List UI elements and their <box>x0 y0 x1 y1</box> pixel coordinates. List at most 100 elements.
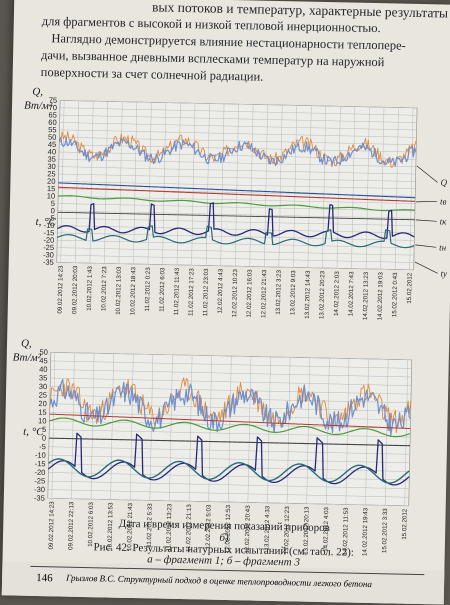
page-number: 146 <box>36 572 53 585</box>
x-tick-label: 11.02.2012 17:23 <box>188 268 196 316</box>
y-tick-label: 30 <box>39 382 48 391</box>
series-t-inner-red <box>58 186 416 202</box>
grid-line <box>380 107 385 270</box>
grid-line <box>220 103 225 266</box>
x-tick-label: 10.02.2012 21:43 <box>126 502 134 551</box>
y-tick-label: 5 <box>51 199 55 208</box>
y-tick-label: 25 <box>47 169 56 178</box>
x-tick-label: 11.02.2012 11:43 <box>173 267 181 315</box>
series-zero <box>57 211 415 221</box>
x-tick-label: 13.02.2012 20:23 <box>318 270 326 319</box>
y-tick-label: 0 <box>42 433 46 442</box>
y-tick-label: 0 <box>51 206 55 215</box>
x-tick-label: 12.02.2012 4:43 <box>217 268 225 313</box>
grid-line <box>306 357 311 504</box>
grid-line <box>129 354 134 500</box>
grid-line <box>409 107 414 270</box>
grid-line <box>71 352 75 499</box>
y-tick-label: 10 <box>47 191 56 200</box>
curve-leader <box>415 244 437 248</box>
x-tick-label: 14.02.2012 19:43 <box>361 507 369 556</box>
y-tick-label: -25 <box>34 476 45 485</box>
grid-line <box>234 104 239 267</box>
grid-line <box>322 105 327 268</box>
x-tick-label: 13.02.2012 4:33 <box>263 505 271 550</box>
x-tick-label: 11.02.2012 5:33 <box>146 503 154 548</box>
x-tick-label: 15.02.2012 3:33 <box>381 508 389 553</box>
x-tick-label: 12.02.2012 16:03 <box>246 269 254 318</box>
x-tick-label: 10.02.2012 1:43 <box>86 265 94 310</box>
curve-leader <box>416 200 438 203</box>
x-tick-label: 14.02.2012 11:53 <box>342 507 350 555</box>
grid-line <box>247 356 252 503</box>
y-tick-label: -10 <box>44 221 55 230</box>
x-tick-label: 14.02.2012 13:23 <box>362 271 370 320</box>
x-tick-label: 10.02.2012 6:03 <box>87 502 95 547</box>
grid-line <box>228 356 232 503</box>
grid-line <box>345 358 350 505</box>
chart-a: 757065605550454035302520151050-5-10-15-2… <box>43 96 448 321</box>
x-tick-label: 11.02.2012 23:03 <box>202 268 210 316</box>
x-tick-label: 10.02.2012 18:43 <box>129 266 137 315</box>
curve-label: tв <box>440 196 447 206</box>
y-tick-label: 10 <box>38 416 47 425</box>
y-tick-label: 35 <box>39 373 48 382</box>
y-tick-label: -10 <box>35 451 46 460</box>
series-t-outer <box>57 202 415 239</box>
x-tick-label: 13.02.2012 9:03 <box>289 270 297 315</box>
y-tick-label: 75 <box>49 96 58 105</box>
running-title: Грызлов В.С. Структурный подход в оценке… <box>66 572 373 590</box>
curve-label: tк <box>440 216 448 226</box>
grid-line <box>267 356 271 503</box>
grid-line <box>191 103 196 266</box>
grid-line <box>205 103 210 266</box>
y-tick-label: 65 <box>48 110 57 119</box>
y-tick-label: -20 <box>43 236 54 245</box>
curve-leader <box>414 261 438 274</box>
series-zero <box>49 437 410 447</box>
x-tick-label: 11.02.2012 6:03 <box>159 267 167 312</box>
x-tick-label: 15.02.2012 0:43 <box>391 272 399 317</box>
y-tick-label: 20 <box>47 177 56 186</box>
x-tick-label: 10.02.2012 13:53 <box>107 502 115 551</box>
x-tick-label: 09.02.2012 14:23 <box>48 501 56 550</box>
curve-label: Q <box>440 177 447 187</box>
series-t-green <box>58 195 415 212</box>
x-tick-label: 14.02.2012 7:43 <box>348 271 356 316</box>
grid-line <box>104 101 109 264</box>
series-t-surface <box>48 458 410 484</box>
x-tick-label: 11.02.2012 21:13 <box>185 504 193 552</box>
y-tick-label: -15 <box>43 228 54 237</box>
y-tick-label: 40 <box>39 365 48 374</box>
x-tick-label: 10.02.2012 7:23 <box>100 266 108 311</box>
y-tick-label: -35 <box>34 493 45 502</box>
grid-line <box>404 359 409 506</box>
x-tick-label: 13.02.2012 20:13 <box>303 506 311 555</box>
curve-label: tн <box>439 242 447 252</box>
x-tick-label: 09.02.2012 14:23 <box>57 265 65 314</box>
y-tick-label: -20 <box>34 468 45 477</box>
figure-a: Q, Вт/м² t, °C 75 70 65 60 55 50 45 40 35 30 25 20 1… <box>6 81 450 390</box>
y-tick-label: 25 <box>39 390 48 399</box>
x-tick-label: 12.02.2012 10:23 <box>231 269 239 318</box>
grid-line <box>133 102 138 264</box>
y-tick-label: -30 <box>34 485 45 494</box>
grid-line <box>249 104 254 267</box>
grid-line <box>336 106 341 269</box>
grid-line <box>147 102 152 265</box>
series-t-outer <box>48 432 410 486</box>
x-tick-label: 09.02.2012 22:13 <box>67 501 75 550</box>
x-tick-label: 10.02.2012 13:03 <box>115 266 123 315</box>
grid-line <box>394 107 399 270</box>
y-tick-label: 45 <box>39 356 48 365</box>
grid-line <box>176 102 181 265</box>
y-tick-label: 15 <box>38 408 47 417</box>
grid-line <box>307 105 312 268</box>
series-t-inner-blue <box>58 182 416 199</box>
x-tick-label: 09.02.2012 20:03 <box>71 265 79 314</box>
x-tick-label: 14.02.2012 2:03 <box>333 271 341 316</box>
y-tick-label: 45 <box>48 140 57 149</box>
grid-line <box>351 106 356 269</box>
grid-line <box>51 352 56 499</box>
grid-line <box>188 355 193 502</box>
